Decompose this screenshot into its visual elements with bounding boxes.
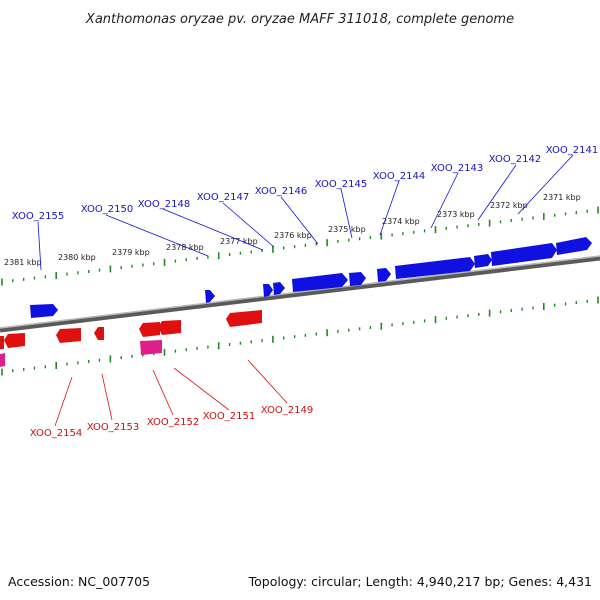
gene-label[interactable]: XOO_2142 bbox=[489, 154, 541, 165]
reverse-callouts bbox=[54, 359, 288, 427]
forward-genes bbox=[30, 237, 592, 318]
gene-arrow-forward[interactable] bbox=[377, 268, 391, 282]
genome-backbone-highlight bbox=[0, 255, 600, 329]
gene-arrow-forward[interactable] bbox=[556, 237, 592, 255]
scale-label: 2378 kbp bbox=[166, 243, 204, 252]
gene-label[interactable]: XOO_2150 bbox=[81, 204, 133, 215]
scale-label: 2374 kbp bbox=[382, 217, 420, 226]
scale-label: 2372 kbp bbox=[490, 201, 528, 210]
gene-label[interactable]: XOO_2146 bbox=[255, 186, 307, 197]
gene-label[interactable]: XOO_2154 bbox=[30, 428, 82, 439]
gene-arrow-reverse-alt[interactable] bbox=[140, 340, 162, 355]
gene-arrow-reverse[interactable] bbox=[226, 310, 262, 327]
gene-arrow-forward[interactable] bbox=[474, 254, 492, 268]
gene-label[interactable]: XOO_2151 bbox=[203, 411, 255, 422]
gene-label[interactable]: XOO_2148 bbox=[138, 199, 190, 210]
forward-callouts bbox=[37, 154, 574, 271]
scale-label: 2379 kbp bbox=[112, 248, 150, 257]
gene-label[interactable]: XOO_2145 bbox=[315, 179, 367, 190]
reverse-genes bbox=[0, 310, 262, 367]
scale-ticks-top bbox=[1, 206, 599, 286]
scale-label: 2380 kbp bbox=[58, 253, 96, 262]
gene-arrow-forward[interactable] bbox=[30, 304, 58, 318]
forward-gene-labels: XOO_2141 XOO_2142 XOO_2143 XOO_2144 XOO_… bbox=[12, 145, 598, 222]
gene-arrow-forward[interactable] bbox=[273, 282, 285, 295]
gene-arrow-forward[interactable] bbox=[349, 272, 366, 286]
gene-arrow-forward[interactable] bbox=[205, 290, 215, 303]
gene-arrow-reverse[interactable] bbox=[139, 322, 160, 337]
genome-backbone bbox=[0, 255, 600, 333]
gene-arrow-reverse[interactable] bbox=[0, 336, 4, 349]
scale-label: 2373 kbp bbox=[437, 210, 475, 219]
gene-label[interactable]: XOO_2147 bbox=[197, 192, 249, 203]
gene-arrow-reverse-alt[interactable] bbox=[0, 353, 5, 367]
gene-label[interactable]: XOO_2153 bbox=[87, 422, 139, 433]
scale-labels: 2371 kbp 2372 kbp 2373 kbp 2374 kbp 2375… bbox=[4, 193, 581, 267]
gene-arrow-forward[interactable] bbox=[491, 243, 557, 266]
gene-arrow-reverse[interactable] bbox=[94, 327, 104, 340]
scale-label: 2381 kbp bbox=[4, 258, 42, 267]
scale-label: 2376 kbp bbox=[274, 231, 312, 240]
scale-label: 2375 kbp bbox=[328, 225, 366, 234]
gene-label[interactable]: XOO_2152 bbox=[147, 417, 199, 428]
gene-label[interactable]: XOO_2144 bbox=[373, 171, 425, 182]
gene-arrow-reverse[interactable] bbox=[56, 328, 81, 343]
scale-label: 2377 kbp bbox=[220, 237, 258, 246]
gene-label[interactable]: XOO_2143 bbox=[431, 163, 483, 174]
map-title: Xanthomonas oryzae pv. oryzae MAFF 31101… bbox=[85, 12, 514, 27]
reverse-gene-labels: XOO_2149 XOO_2151 XOO_2152 XOO_2153 XOO_… bbox=[30, 405, 313, 439]
gene-label[interactable]: XOO_2141 bbox=[546, 145, 598, 156]
scale-ticks-bottom bbox=[1, 296, 599, 376]
gene-arrow-forward[interactable] bbox=[395, 257, 475, 279]
gene-arrow-reverse[interactable] bbox=[4, 333, 25, 348]
accession-text: Accession: NC_007705 bbox=[8, 574, 150, 589]
gene-arrow-forward[interactable] bbox=[292, 273, 348, 292]
gene-arrow-forward[interactable] bbox=[263, 284, 273, 297]
gene-label[interactable]: XOO_2149 bbox=[261, 405, 313, 416]
gene-label[interactable]: XOO_2155 bbox=[12, 211, 64, 222]
scale-label: 2371 kbp bbox=[543, 193, 581, 202]
genome-summary-text: Topology: circular; Length: 4,940,217 bp… bbox=[248, 574, 592, 589]
gene-arrow-reverse[interactable] bbox=[158, 320, 181, 335]
